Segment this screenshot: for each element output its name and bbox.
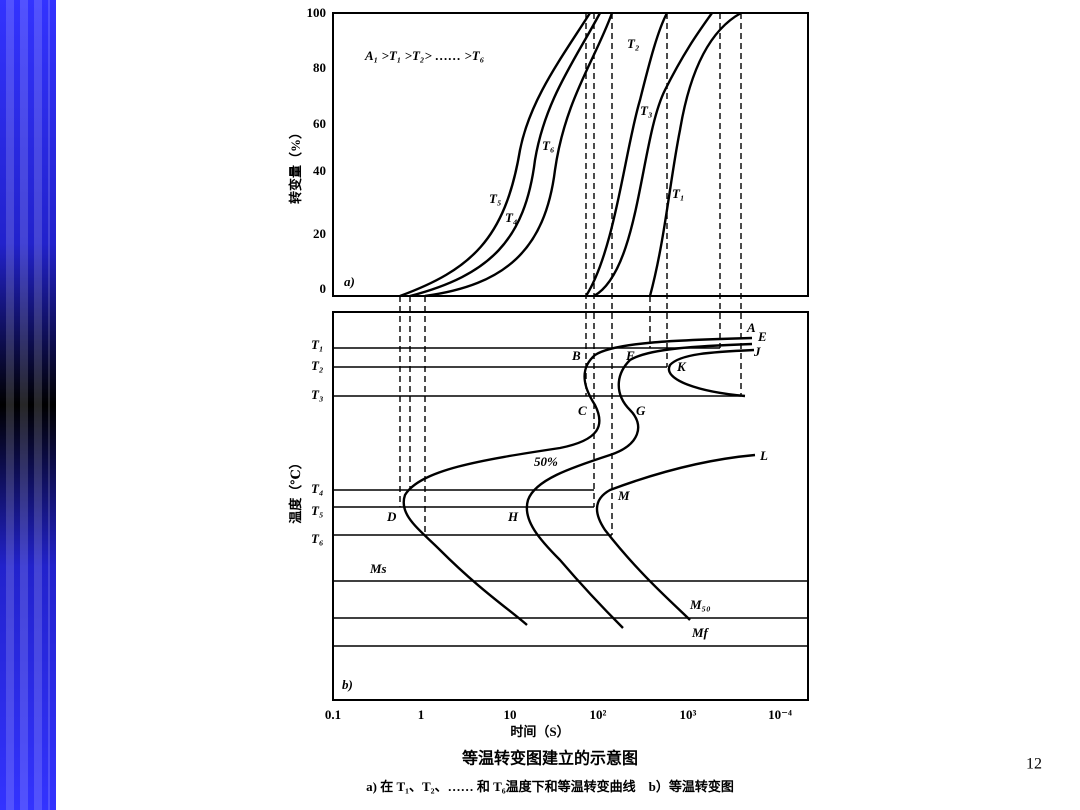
y-axis-title: 温度（℃） [288,456,303,524]
curve-label: T₁ [672,186,684,201]
side-stripe [0,0,56,810]
martensite-label: Mf [691,625,710,640]
point-label: H [507,509,519,524]
order-note: A₁ >T₁ >T₂> …… >T₆ [364,48,485,63]
temp-label: T₃ [311,387,323,402]
point-label: E [757,329,767,344]
curve-label: T₂ [627,36,639,51]
point-label: D [386,509,397,524]
temp-label: T₅ [311,503,323,518]
panel-b-frame [332,311,809,701]
page-number: 12 [1026,756,1042,773]
y-label: 60 [313,116,326,131]
x-label: 10⁻⁴ [768,707,792,722]
temp-label: T₁ [311,337,323,352]
martensite-label: M₅₀ [689,597,711,612]
point-label: J [753,344,761,359]
level-lines [333,347,808,647]
y-label: 80 [313,60,326,75]
y-label: 0 [320,281,327,296]
c-curves [402,336,756,629]
temp-label: T₂ [311,358,323,373]
x-label: 1 [418,707,425,722]
transformation-curves [399,11,742,298]
x-axis-title: 时间（S） [510,724,569,739]
temp-label: T₆ [311,531,324,546]
x-label: 10 [504,707,517,722]
dashed-guides [399,13,742,535]
curve-label: T₃ [640,103,652,118]
point-label: K [676,359,687,374]
y-label: 20 [313,226,326,241]
y-label: 100 [307,5,327,20]
point-label: A [746,320,756,335]
y-axis-title: 转变量（%） [288,126,303,204]
point-label: C [578,403,587,418]
point-label: M [617,488,630,503]
point-label: G [636,403,646,418]
x-label: 10² [590,707,607,722]
caption-subtitle: a) 在 T₁、T₂、…… 和 T₆温度下和等温转变曲线 b）等温转变图 [366,779,734,794]
point-label: 50% [534,454,558,469]
curve-label: T₄ [505,210,517,225]
panel-label: a) [344,274,355,289]
martensite-label: Ms [369,561,387,576]
curve-label: T₅ [489,191,501,206]
point-label: L [759,448,768,463]
temp-label: T₄ [311,481,323,496]
y-label: 40 [313,163,326,178]
x-label: 0.1 [325,707,341,722]
point-label: F [625,348,635,363]
panel-label: b) [342,677,353,692]
x-label: 10³ [680,707,697,722]
point-label: B [571,348,581,363]
panel-a-frame [332,12,809,297]
caption-title: 等温转变图建立的示意图 [461,749,638,768]
curve-label: T₆ [542,138,555,153]
